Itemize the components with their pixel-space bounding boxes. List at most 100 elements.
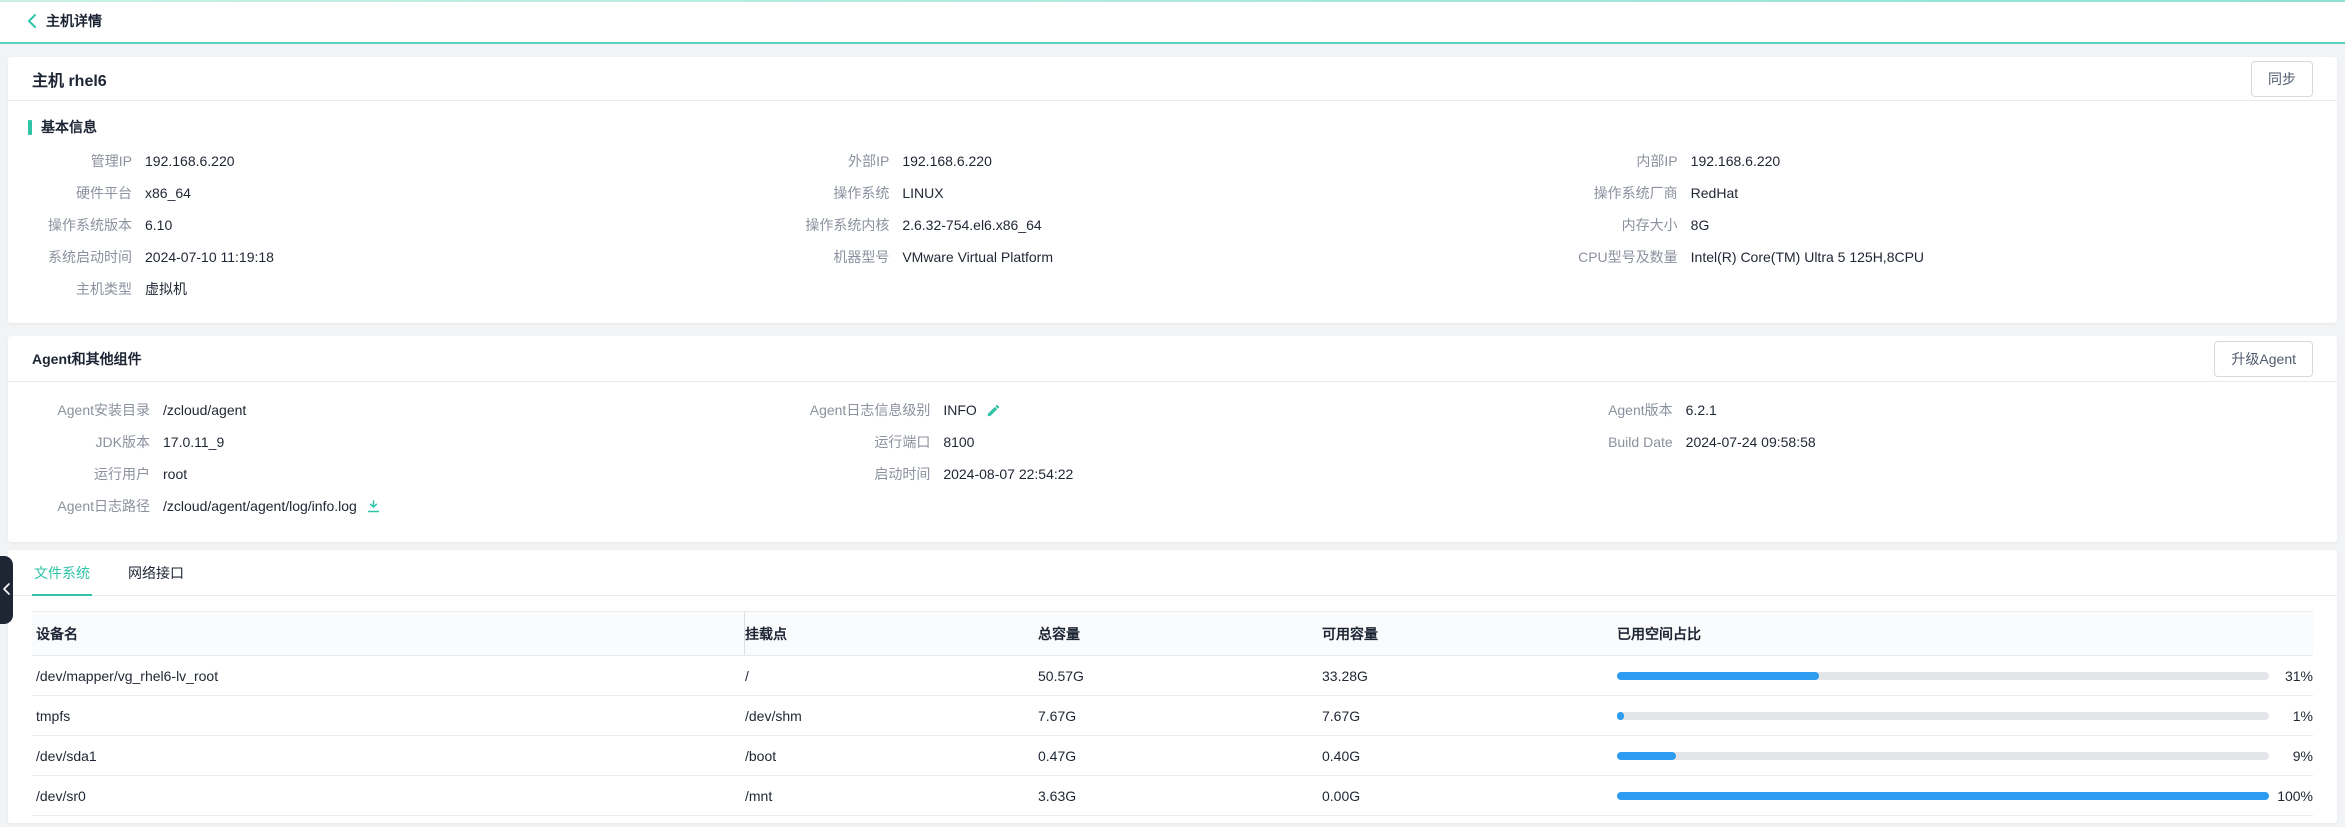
used-space-cell: 9% xyxy=(1617,748,2313,764)
basic-info-field-label: 操作系统内核 xyxy=(805,217,890,233)
tab-filesystem[interactable]: 文件系统 xyxy=(32,550,92,596)
basic-info-field-value: RedHat xyxy=(1691,185,1738,201)
basic-info-field-value: Intel(R) Core(TM) Ultra 5 125H,8CPU xyxy=(1691,249,1924,265)
basic-info-field-value: 192.168.6.220 xyxy=(145,153,235,169)
agent-section-title: Agent和其他组件 xyxy=(32,350,142,367)
agent-info-field: JDK版本 17.0.11_9 xyxy=(32,426,792,458)
basic-info-field-label: 内存大小 xyxy=(1621,217,1678,233)
tab-bar: 文件系统 网络接口 xyxy=(8,550,2337,596)
basic-info-field-value-text: VMware Virtual Platform xyxy=(902,249,1054,265)
table-header-row: 设备名 挂载点 总容量 可用容量 已用空间占比 xyxy=(32,611,2313,656)
basic-info-field-value: VMware Virtual Platform xyxy=(902,249,1053,265)
edit-pencil-icon[interactable] xyxy=(986,403,1001,418)
basic-info-field: 操作系统厂商 RedHat xyxy=(1553,177,2313,209)
agent-info-field-label: Agent版本 xyxy=(1608,402,1673,418)
agent-info-field: Agent安装目录/zcloud/agent xyxy=(32,394,792,426)
basic-info-field: 内部IP 192.168.6.220 xyxy=(1553,145,2313,177)
progress-bar-fill xyxy=(1617,751,1676,760)
agent-info-field-value-text: /zcloud/agent/agent/log/info.log xyxy=(163,498,357,514)
basic-info-field: 主机类型 虚拟机 xyxy=(32,273,792,305)
available-capacity-cell: 7.67G xyxy=(1322,707,1361,724)
table-row: /dev/sr0/mnt 3.63G 0.00G 100% xyxy=(32,776,2313,816)
table-row: tmpfs/dev/shm 7.67G 7.67G 1% xyxy=(32,696,2313,736)
basic-info-field-value: 192.168.6.220 xyxy=(1691,153,1781,169)
agent-info-field-label: Agent日志信息级别 xyxy=(809,402,931,418)
progress-bar-fill xyxy=(1617,791,2269,800)
total-capacity-cell: 50.57G xyxy=(1038,667,1084,684)
table-row: /dev/sda1/boot 0.47G 0.40G 9% xyxy=(32,736,2313,776)
agent-info-field-value: INFO xyxy=(943,402,1000,418)
agent-info-field-value-text: 2024-07-24 09:58:58 xyxy=(1685,434,1816,450)
agent-info-field: Agent日志信息级别 INFO xyxy=(792,394,1552,426)
basic-info-field-value-text: 192.168.6.220 xyxy=(902,153,992,169)
basic-info-field: 操作系统内核 2.6.32-754.el6.x86_64 xyxy=(792,209,1552,241)
agent-info-field-value-text: /zcloud/agent xyxy=(163,402,247,418)
sidebar-collapse-handle[interactable] xyxy=(0,556,13,624)
sync-button[interactable]: 同步 xyxy=(2251,60,2313,97)
agent-info-field-value: 17.0.11_9 xyxy=(163,434,224,450)
basic-info-field-value-text: Intel(R) Core(TM) Ultra 5 125H,8CPU xyxy=(1690,249,1925,265)
agent-info-field-label: 运行端口 xyxy=(874,434,931,450)
total-capacity-cell: 0.47G xyxy=(1038,747,1077,764)
agent-info-field: 启动时间 2024-08-07 22:54:22 xyxy=(792,458,1552,490)
basic-info-field: 操作系统 LINUX xyxy=(792,177,1552,209)
basic-info-field-label: 外部IP xyxy=(848,153,890,169)
agent-info-grid: Agent安装目录/zcloud/agent JDK版本 17.0.11_9 运行用户… xyxy=(32,382,2313,522)
agent-info-field: Agent日志路径/zcloud/agent/agent/log/info.lo… xyxy=(32,490,792,522)
used-space-cell: 1% xyxy=(1617,708,2313,724)
chevron-left-icon xyxy=(26,13,37,29)
basic-info-field-label: 硬件平台 xyxy=(76,185,132,201)
agent-info-field-label: Agent日志路径 xyxy=(57,498,150,514)
mount-point-cell: /boot xyxy=(745,747,777,764)
agent-info-column-2: Agent日志信息级别 INFO 运行端口 8100 启动时间 2024-08-07 22… xyxy=(792,394,1552,522)
device-name-cell: /dev/sr0 xyxy=(36,787,86,804)
agent-info-field-value: /zcloud/agent xyxy=(163,402,246,418)
download-icon[interactable] xyxy=(366,499,381,514)
agent-info-field-label: Build Date xyxy=(1608,434,1673,450)
agent-info-field-value: 8100 xyxy=(943,434,974,450)
column-header-4: 可用容量 xyxy=(1322,625,1378,642)
basic-info-field-value-text: 虚拟机 xyxy=(145,281,187,297)
basic-info-field-label: 机器型号 xyxy=(833,249,890,265)
basic-info-field-value: 2024-07-10 11:19:18 xyxy=(145,249,274,265)
progress-bar-track xyxy=(1617,751,2269,760)
page-header: 主机详情 xyxy=(0,0,2345,44)
basic-info-field-label: 操作系统 xyxy=(833,185,890,201)
basic-info-field-value: 8G xyxy=(1691,217,1710,233)
column-header-3: 总容量 xyxy=(1038,625,1080,642)
progress-bar-track xyxy=(1617,671,2269,680)
basic-info-field: 机器型号 VMware Virtual Platform xyxy=(792,241,1552,273)
agent-info-field-value-text: root xyxy=(163,466,188,482)
basic-info-column-3: 内部IP 192.168.6.220 操作系统厂商 RedHat 内存大小 8G CPU型号… xyxy=(1553,145,2313,305)
basic-info-field-label: 内部IP xyxy=(1636,153,1678,169)
device-name-cell: tmpfs xyxy=(36,707,71,724)
column-header-5: 已用空间占比 xyxy=(1617,625,1701,642)
basic-info-field: CPU型号及数量 Intel(R) Core(TM) Ultra 5 125H,8… xyxy=(1553,241,2313,273)
upgrade-agent-button[interactable]: 升级Agent xyxy=(2214,340,2313,377)
column-header-1: 设备名 xyxy=(32,612,745,655)
basic-info-field-value-text: 2024-07-10 11:19:18 xyxy=(145,249,274,265)
filesystem-table: 设备名 挂载点 总容量 可用容量 已用空间占比 /dev/mapper/vg_rhel6… xyxy=(32,611,2313,816)
progress-bar-fill xyxy=(1617,711,1624,720)
chevron-left-icon xyxy=(3,582,10,598)
basic-info-field: 硬件平台 x86_64 xyxy=(32,177,792,209)
total-capacity-cell: 3.63G xyxy=(1038,787,1077,804)
basic-info-field-value: x86_64 xyxy=(145,185,191,201)
back-button[interactable]: 主机详情 xyxy=(26,11,102,31)
total-capacity-cell: 7.67G xyxy=(1038,707,1077,724)
basic-info-field-value-text: 192.168.6.220 xyxy=(1690,153,1781,169)
basic-info-field-value-text: RedHat xyxy=(1690,185,1739,201)
mount-point-cell: / xyxy=(745,667,749,684)
basic-info-grid: 管理IP 192.168.6.220 硬件平台 x86_64 操作系统版本 6.10 系统启… xyxy=(32,145,2313,305)
agent-info-field-label: Agent安装目录 xyxy=(57,402,150,418)
basic-info-field-label: 操作系统厂商 xyxy=(1593,185,1678,201)
agent-info-field-label: 启动时间 xyxy=(874,466,931,482)
basic-info-field-value-text: 6.10 xyxy=(145,217,173,233)
basic-info-field-value-text: 2.6.32-754.el6.x86_64 xyxy=(902,217,1042,233)
agent-info-field-value-text: 6.2.1 xyxy=(1685,402,1717,418)
agent-info-field-label: JDK版本 xyxy=(95,434,150,450)
page-title: 主机详情 xyxy=(46,13,102,29)
tab-network-interface[interactable]: 网络接口 xyxy=(128,565,184,581)
basic-info-field-value: LINUX xyxy=(902,185,943,201)
basic-info-field-value-text: 8G xyxy=(1690,217,1710,233)
